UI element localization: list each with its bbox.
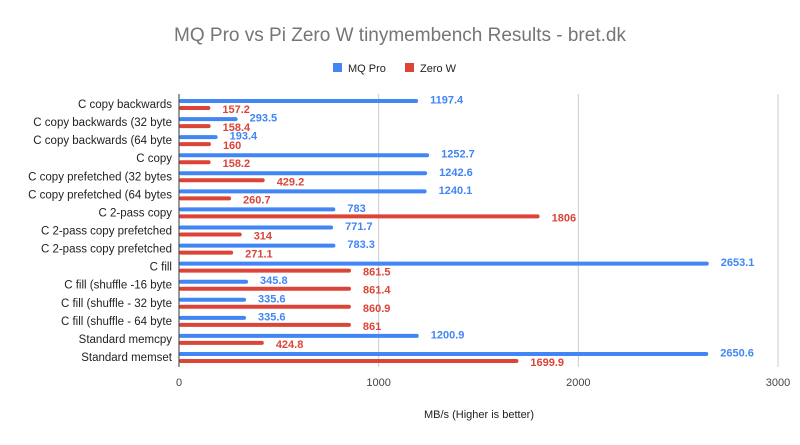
category-label: C fill (shuffle - 64 byte — [61, 316, 172, 328]
bar-zero-w — [179, 304, 351, 309]
bar-zero-w — [179, 178, 265, 183]
data-label: 861.4 — [363, 285, 391, 297]
data-label: 1699.9 — [530, 357, 564, 369]
data-label: 193.4 — [230, 131, 258, 143]
data-label: 1242.6 — [439, 167, 473, 179]
data-label: 1240.1 — [439, 185, 473, 197]
bar-mq-pro — [179, 351, 709, 356]
data-label: 2653.1 — [721, 257, 755, 269]
bar-mq-pro — [179, 207, 336, 212]
data-label: 293.5 — [250, 113, 278, 125]
bar-mq-pro — [179, 225, 334, 230]
bar-zero-w — [179, 214, 540, 219]
bar-zero-w — [179, 358, 519, 363]
bar-zero-w — [179, 160, 211, 165]
data-label: 335.6 — [258, 311, 286, 323]
category-label: Standard memcpy — [79, 334, 173, 346]
legend-label: MQ Pro — [348, 63, 386, 75]
category-label: C copy backwards — [78, 99, 172, 111]
bar-zero-w — [179, 268, 352, 273]
data-label: 158.4 — [223, 122, 251, 134]
data-label: 783 — [347, 203, 365, 215]
bar-mq-pro — [179, 189, 427, 194]
data-label: 424.8 — [276, 339, 304, 351]
data-label: 2650.6 — [720, 347, 754, 359]
category-label: C copy backwards (32 byte — [33, 117, 172, 129]
legend-swatch-1 — [405, 63, 414, 72]
bar-mq-pro — [179, 315, 247, 320]
x-tick-label: 2000 — [566, 377, 590, 389]
data-label: 260.7 — [243, 194, 271, 206]
legend-swatch-0 — [333, 63, 342, 72]
category-label: C 2-pass copy prefetched — [41, 226, 172, 238]
data-label: 160 — [223, 140, 241, 152]
data-label: 860.9 — [363, 303, 391, 315]
legend: MQ Pro Zero W — [333, 63, 457, 75]
data-label: 158.2 — [223, 158, 251, 170]
category-label: C copy prefetched (64 bytes — [28, 189, 172, 201]
x-axis-title: MB/s (Higher is better) — [424, 409, 534, 421]
category-label: C 2-pass copy prefetched — [41, 244, 172, 256]
bar-zero-w — [179, 142, 211, 147]
category-label: C fill (shuffle -16 byte — [64, 280, 172, 292]
bar-mq-pro — [179, 279, 249, 284]
data-label: 771.7 — [345, 221, 373, 233]
chart-title: MQ Pro vs Pi Zero W tinymembench Results… — [174, 25, 626, 46]
category-label: C copy backwards (64 byte — [33, 135, 172, 147]
bar-zero-w — [179, 196, 232, 201]
x-tick-label: 3000 — [766, 377, 790, 389]
category-label: C 2-pass copy — [98, 207, 172, 219]
category-label: C fill (shuffle - 32 byte — [61, 298, 172, 310]
category-label: Standard memset — [81, 352, 173, 364]
bar-zero-w — [179, 232, 242, 237]
data-label: 1200.9 — [431, 329, 465, 341]
bar-mq-pro — [179, 243, 336, 248]
data-label: 1197.4 — [430, 95, 464, 107]
data-label: 1252.7 — [441, 149, 475, 161]
bar-mq-pro — [179, 135, 218, 140]
bar-mq-pro — [179, 171, 428, 176]
bar-mq-pro — [179, 333, 419, 338]
x-tick-label: 1000 — [366, 377, 390, 389]
x-tick-label: 0 — [176, 377, 182, 389]
data-label: 157.2 — [222, 104, 250, 116]
bar-zero-w — [179, 250, 234, 255]
bar-zero-w — [179, 106, 211, 111]
bar-mq-pro — [179, 153, 430, 158]
data-label: 429.2 — [277, 176, 305, 188]
bar-mq-pro — [179, 261, 709, 266]
bar-zero-w — [179, 340, 264, 345]
bar-zero-w — [179, 286, 351, 291]
bar-mq-pro — [179, 117, 238, 122]
bar-zero-w — [179, 124, 211, 129]
category-label: C copy prefetched (32 bytes — [28, 171, 172, 183]
data-label: 1806 — [552, 212, 576, 224]
data-label: 861.5 — [363, 267, 391, 279]
category-label: C fill — [150, 262, 172, 274]
data-label: 861 — [363, 321, 381, 333]
category-label: C copy — [136, 153, 172, 165]
data-label: 335.6 — [258, 293, 286, 305]
legend-label: Zero W — [420, 63, 457, 75]
bar-mq-pro — [179, 99, 419, 104]
data-label: 271.1 — [245, 249, 273, 261]
bar-zero-w — [179, 322, 351, 327]
bar-mq-pro — [179, 297, 247, 302]
data-label: 345.8 — [260, 275, 288, 287]
data-label: 783.3 — [347, 239, 375, 251]
data-label: 314 — [254, 231, 273, 243]
